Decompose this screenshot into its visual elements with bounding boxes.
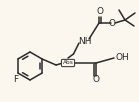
Text: O: O bbox=[109, 18, 116, 28]
Text: O: O bbox=[96, 8, 104, 17]
Text: Abs: Abs bbox=[63, 60, 73, 65]
Text: NH: NH bbox=[78, 38, 92, 47]
Text: F: F bbox=[13, 74, 18, 84]
Text: OH: OH bbox=[115, 54, 129, 63]
Text: O: O bbox=[92, 75, 100, 84]
